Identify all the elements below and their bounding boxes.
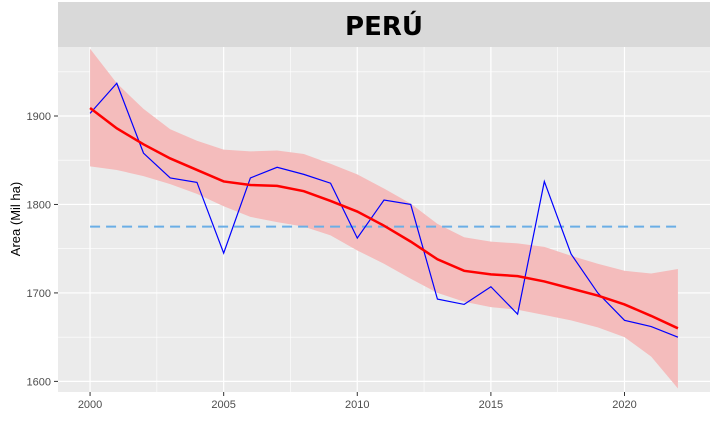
y-tick-label: 1800 bbox=[27, 199, 51, 211]
confidence-band bbox=[90, 48, 678, 389]
x-tick-label: 2010 bbox=[345, 399, 369, 411]
y-tick-label: 1600 bbox=[27, 376, 51, 388]
strip-background bbox=[58, 2, 710, 47]
minor-gridlines bbox=[58, 47, 710, 392]
x-tick-label: 2000 bbox=[78, 399, 102, 411]
y-axis-title: Area (Mil ha) bbox=[8, 182, 23, 256]
chart-title: PERÚ bbox=[345, 10, 423, 42]
x-axis: 2000 2005 2010 2015 2020 bbox=[78, 392, 637, 411]
x-tick-label: 2015 bbox=[479, 399, 503, 411]
y-tick-label: 1700 bbox=[27, 288, 51, 300]
y-axis: 1600 1700 1800 1900 bbox=[27, 111, 58, 388]
y-tick-label: 1900 bbox=[27, 111, 51, 123]
x-tick-label: 2020 bbox=[612, 399, 636, 411]
smoothed-trend-line bbox=[89, 107, 679, 330]
observed-series-line bbox=[89, 82, 679, 338]
x-tick-label: 2005 bbox=[211, 399, 235, 411]
